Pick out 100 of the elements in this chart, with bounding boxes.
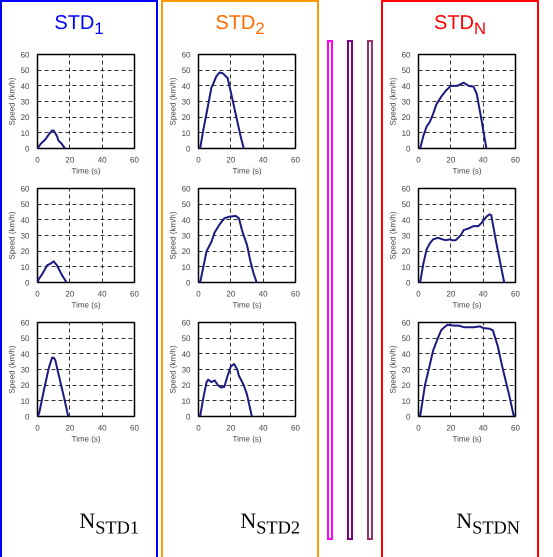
- y-tick-label: 50: [402, 200, 412, 210]
- x-axis-title: Time (s): [452, 434, 482, 444]
- y-axis-title: Speed (km/h): [168, 211, 178, 260]
- y-tick-label: 10: [182, 128, 192, 138]
- y-tick-label: 50: [20, 200, 30, 210]
- chart-title: STD$_{N}$: [432, 11, 488, 40]
- y-tick-label: 10: [402, 128, 412, 138]
- y-tick-label: 10: [182, 262, 192, 272]
- line-series: [418, 324, 515, 416]
- y-tick-label: 0: [406, 278, 412, 288]
- x-tick-label: 0: [35, 156, 40, 164]
- y-tick-label: 40: [182, 82, 192, 91]
- y-tick-label: 0: [406, 412, 412, 422]
- y-axis-title: Speed (km/h): [8, 345, 17, 394]
- y-tick-label: 20: [402, 113, 412, 122]
- x-tick-label: 0: [35, 290, 40, 298]
- y-tick-label: 40: [402, 82, 412, 91]
- x-tick-label: 40: [258, 424, 268, 432]
- x-axis-title: Time (s): [232, 300, 262, 310]
- y-axis-title: Speed (km/h): [388, 345, 398, 394]
- y-tick-label: 20: [20, 381, 30, 390]
- y-tick-label: 50: [20, 66, 30, 76]
- y-tick-label: 20: [20, 113, 30, 122]
- y-axis-title: Speed (km/h): [8, 77, 17, 126]
- y-tick-label: 0: [406, 144, 412, 154]
- y-tick-label: 50: [402, 334, 412, 344]
- y-axis-title: Speed (km/h): [388, 77, 398, 126]
- y-tick-label: 60: [20, 184, 30, 194]
- y-tick-label: 20: [182, 113, 192, 122]
- x-tick-label: 60: [291, 290, 300, 298]
- x-tick-label: 60: [130, 156, 140, 164]
- x-axis-title: Time (s): [452, 300, 482, 310]
- x-axis-title: Time (s): [232, 166, 262, 176]
- y-tick-label: 20: [182, 247, 192, 256]
- x-tick-label: 0: [196, 424, 202, 432]
- x-tick-label: 60: [511, 290, 520, 298]
- x-tick-label: 60: [511, 156, 520, 164]
- line-series: [38, 260, 68, 282]
- x-tick-label: 0: [196, 156, 202, 164]
- y-tick-label: 60: [182, 50, 192, 60]
- y-tick-label: 40: [20, 216, 30, 225]
- y-tick-label: 30: [182, 366, 192, 374]
- chart-title: STD$_{1}$: [53, 11, 105, 40]
- y-tick-label: 60: [20, 50, 30, 60]
- x-tick-label: 20: [65, 290, 75, 298]
- y-tick-label: 10: [20, 396, 30, 406]
- x-axis-title: Time (s): [71, 434, 101, 444]
- y-tick-label: 20: [20, 247, 30, 256]
- x-tick-label: 0: [416, 290, 422, 298]
- y-tick-label: 0: [186, 144, 192, 154]
- y-tick-label: 60: [182, 184, 192, 194]
- y-tick-label: 10: [20, 262, 30, 272]
- x-tick-label: 60: [291, 424, 300, 432]
- y-tick-label: 30: [20, 366, 30, 374]
- y-tick-label: 0: [186, 412, 192, 422]
- x-tick-label: 60: [130, 290, 140, 298]
- y-tick-label: 30: [20, 232, 30, 240]
- x-tick-label: 20: [65, 424, 75, 432]
- y-tick-label: 50: [20, 334, 30, 344]
- x-tick-label: 60: [130, 424, 140, 432]
- y-axis-title: Speed (km/h): [168, 77, 178, 126]
- line-series: [38, 129, 66, 148]
- line-series: [198, 72, 245, 148]
- line-series: [418, 213, 506, 282]
- x-axis-title: Time (s): [452, 166, 482, 176]
- y-tick-label: 0: [25, 278, 30, 288]
- x-tick-label: 20: [446, 424, 456, 432]
- x-tick-label: 40: [478, 290, 488, 298]
- y-tick-label: 40: [182, 216, 192, 225]
- y-tick-label: 10: [402, 396, 412, 406]
- x-axis-title: Time (s): [71, 166, 101, 176]
- x-axis-title: Time (s): [232, 434, 262, 444]
- x-tick-label: 0: [416, 156, 422, 164]
- y-tick-label: 40: [20, 82, 30, 91]
- line-series: [38, 356, 70, 416]
- y-tick-label: 20: [182, 381, 192, 390]
- y-tick-label: 40: [20, 350, 30, 359]
- x-tick-label: 40: [98, 156, 108, 164]
- y-tick-label: 30: [402, 366, 412, 374]
- line-series: [198, 363, 253, 416]
- x-tick-label: 20: [446, 290, 456, 298]
- y-tick-label: 60: [182, 318, 192, 328]
- x-axis-title: Time (s): [71, 300, 101, 310]
- x-tick-label: 20: [226, 156, 236, 164]
- chart-title: STD$_{2}$: [214, 11, 266, 40]
- text: N$_{STDN}$: [455, 507, 520, 540]
- text: N$_{STD1}$: [78, 507, 139, 540]
- x-tick-label: 40: [98, 290, 108, 298]
- y-tick-label: 30: [20, 98, 30, 106]
- x-tick-label: 20: [226, 290, 236, 298]
- y-tick-label: 50: [402, 66, 412, 76]
- y-tick-label: 40: [402, 350, 412, 359]
- x-tick-label: 20: [65, 156, 75, 164]
- y-tick-label: 10: [402, 262, 412, 272]
- y-tick-label: 0: [25, 412, 30, 422]
- y-axis-title: Speed (km/h): [8, 211, 17, 260]
- x-tick-label: 40: [478, 424, 488, 432]
- y-tick-label: 30: [182, 98, 192, 106]
- y-tick-label: 60: [402, 50, 412, 60]
- y-tick-label: 40: [402, 216, 412, 225]
